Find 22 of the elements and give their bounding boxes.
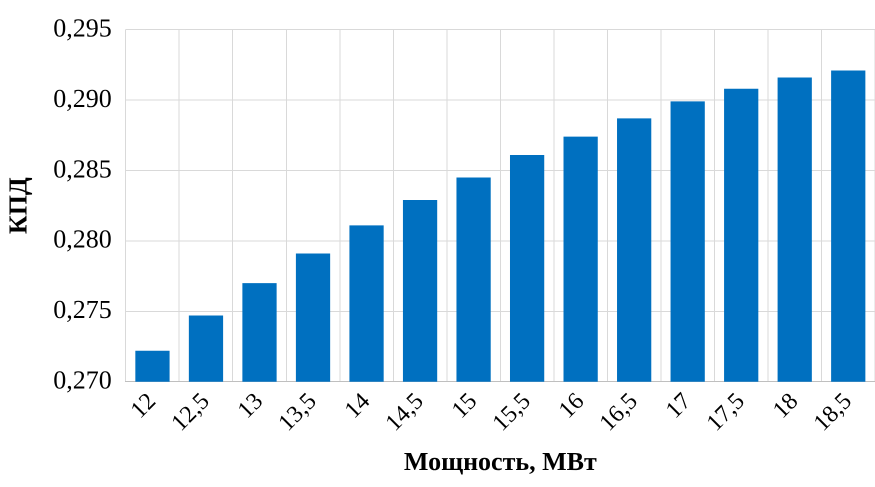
x-tick-label: 13 xyxy=(232,388,268,424)
y-tick-label: 0,285 xyxy=(53,154,112,184)
x-tick-label: 17 xyxy=(661,388,696,424)
x-tick-label: 15 xyxy=(446,388,482,424)
x-tick-label: 13,5 xyxy=(274,388,322,436)
y-tick-label: 0,290 xyxy=(53,84,112,113)
x-tick-label: 15,5 xyxy=(488,388,536,436)
x-tick-label: 14 xyxy=(340,388,376,424)
y-axis-title: КПД xyxy=(3,177,32,234)
y-tick-label: 0,270 xyxy=(53,366,112,395)
x-tick-label: 18 xyxy=(768,388,804,424)
y-tick-label: 0,295 xyxy=(53,13,112,42)
y-tick-label: 0,275 xyxy=(53,295,112,324)
x-tick-label: 16 xyxy=(554,388,590,424)
x-tick-label: 12,5 xyxy=(166,388,215,436)
x-tick-label: 12 xyxy=(126,388,162,424)
x-tick-label: 18,5 xyxy=(808,388,857,436)
x-axis-title: Мощность, МВт xyxy=(404,447,597,476)
x-tick-label: 17,5 xyxy=(702,388,750,436)
x-tick-label: 16,5 xyxy=(594,388,643,436)
x-tick-label: 14,5 xyxy=(380,388,429,436)
y-tick-label: 0,280 xyxy=(53,224,112,254)
